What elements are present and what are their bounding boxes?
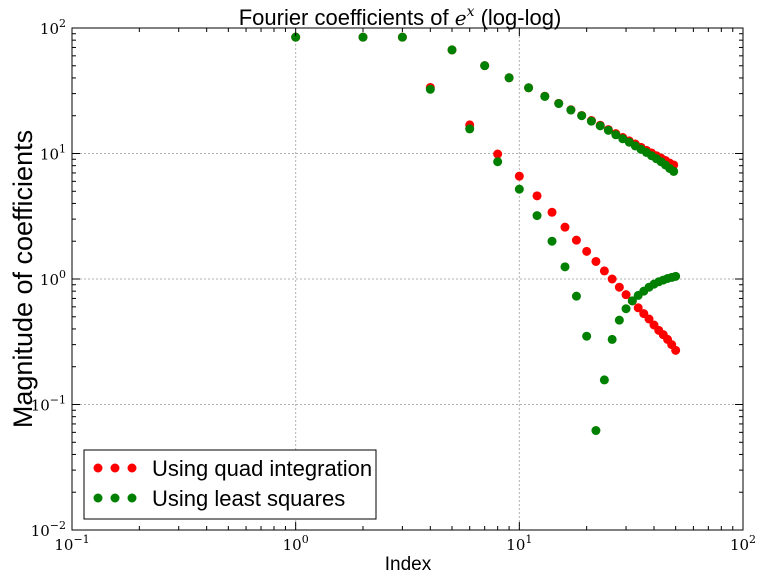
data-point: [633, 303, 643, 313]
legend-label-quad: Using quad integration: [152, 456, 372, 481]
data-point: [582, 246, 592, 256]
legend-label-least-squares: Using least squares: [152, 486, 345, 511]
series-0: [291, 32, 681, 355]
data-point: [532, 191, 542, 201]
data-point: [566, 105, 576, 115]
legend-marker: [127, 463, 137, 473]
data-point: [671, 271, 681, 281]
legend-marker: [127, 493, 137, 503]
data-point: [514, 171, 524, 181]
legend-box: [83, 449, 377, 520]
y-tick-label: 102: [40, 17, 66, 38]
legend-marker: [93, 463, 103, 473]
data-point: [493, 157, 503, 167]
data-point: [611, 130, 621, 140]
data-point: [582, 331, 592, 341]
data-point: [547, 207, 557, 217]
legend-marker: [93, 493, 103, 503]
data-point: [607, 334, 617, 344]
data-point: [493, 149, 503, 159]
data-point: [571, 291, 581, 301]
data-point: [524, 83, 534, 93]
legend-markers-least-squares: [93, 493, 137, 503]
data-point: [560, 262, 570, 272]
data-point: [591, 256, 601, 266]
chart-title: Fourier coefficients of ex (log-log): [239, 4, 562, 30]
series-1: [291, 32, 681, 436]
y-tick-label: 100: [40, 268, 66, 289]
x-tick-label: 10−1: [54, 533, 89, 554]
data-point: [614, 315, 624, 325]
legend-marker: [110, 493, 120, 503]
x-axis-label: Index: [385, 554, 432, 575]
data-point: [560, 222, 570, 232]
data-point: [671, 345, 681, 355]
data-point: [425, 84, 435, 94]
chart-title-math-base: e: [455, 6, 467, 30]
data-point: [603, 125, 613, 135]
legend-markers-quad: [93, 463, 137, 473]
data-point: [547, 236, 557, 246]
data-point: [577, 111, 587, 121]
data-point: [627, 296, 637, 306]
data-point: [358, 32, 368, 42]
data-point: [669, 166, 679, 176]
data-point: [447, 45, 457, 55]
data-point: [595, 121, 605, 131]
legend: Using quad integration Using least squar…: [83, 449, 377, 520]
data-point: [621, 290, 631, 300]
data-point: [586, 116, 596, 126]
data-point: [480, 61, 490, 71]
data-point: [504, 73, 514, 83]
y-tick-label: 101: [40, 143, 66, 164]
data-point: [540, 91, 550, 101]
chart-title-math-sup: x: [467, 4, 475, 20]
x-tick-label: 101: [506, 533, 532, 554]
legend-entry-quad: Using quad integration: [93, 456, 372, 481]
data-point: [291, 32, 301, 42]
data-point: [621, 304, 631, 314]
y-tick-label: 10−1: [31, 394, 66, 415]
chart-title-prefix: Fourier coefficients of: [239, 5, 455, 30]
y-axis-label: Magnitude of coefficients: [8, 130, 38, 428]
data-point: [614, 282, 624, 292]
chart-title-suffix: (log-log): [474, 5, 561, 30]
data-point: [514, 184, 524, 194]
legend-entry-least-squares: Using least squares: [93, 486, 345, 511]
data-point: [607, 274, 617, 284]
data-point: [644, 314, 654, 324]
data-point: [554, 99, 564, 109]
data-point: [599, 266, 609, 276]
legend-marker: [110, 463, 120, 473]
data-point: [397, 32, 407, 42]
data-point: [591, 426, 601, 436]
x-tick-label: 102: [730, 533, 756, 554]
x-tick-label: 100: [283, 533, 309, 554]
data-point: [599, 375, 609, 385]
data-point: [532, 211, 542, 221]
points-layer: [291, 32, 681, 436]
y-tick-label: 10−2: [31, 519, 66, 540]
data-point: [571, 235, 581, 245]
data-point: [465, 124, 475, 134]
